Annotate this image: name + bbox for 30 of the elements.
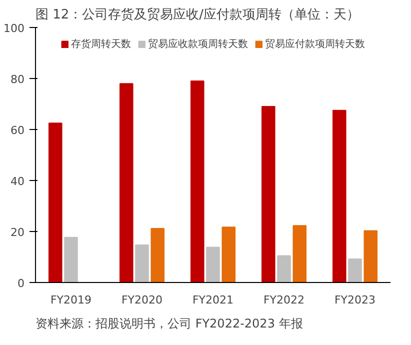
bar [150, 228, 165, 282]
y-tick-label: 100 [4, 22, 25, 35]
y-tick-label: 20 [10, 226, 25, 239]
x-tick-label: FY2020 [121, 294, 163, 306]
bar [261, 106, 276, 282]
bar [277, 255, 291, 282]
bar [119, 83, 134, 282]
bar [64, 236, 78, 282]
bar [222, 226, 236, 282]
x-tick-label: FY2021 [192, 294, 234, 306]
bar [332, 110, 346, 282]
bar [190, 80, 204, 282]
chart-title: 图 12：公司存货及贸易应收/应付款项周转（单位：天） [36, 6, 360, 22]
legend-label: 存货周转天数 [71, 38, 131, 51]
x-tick-label: FY2023 [334, 294, 376, 306]
bar [206, 246, 220, 282]
y-tick-label: 0 [18, 277, 24, 290]
legend-label: 贸易应收款项周转天数 [148, 38, 248, 51]
text: 资料来源：招股说明书，公司 FY2022-2023 年报 [36, 316, 303, 330]
x-tick-label: FY2022 [263, 294, 305, 306]
legend-label: 贸易应付款项周转天数 [265, 38, 365, 51]
y-tick-label: 60 [10, 124, 25, 137]
bar [48, 122, 62, 282]
y-tick-label: 40 [10, 175, 25, 188]
bar [292, 225, 307, 282]
x-tick-label: FY2019 [50, 294, 92, 306]
bar [348, 258, 362, 282]
bar [135, 244, 149, 282]
bar [364, 230, 378, 282]
y-tick-label: 80 [10, 73, 25, 86]
